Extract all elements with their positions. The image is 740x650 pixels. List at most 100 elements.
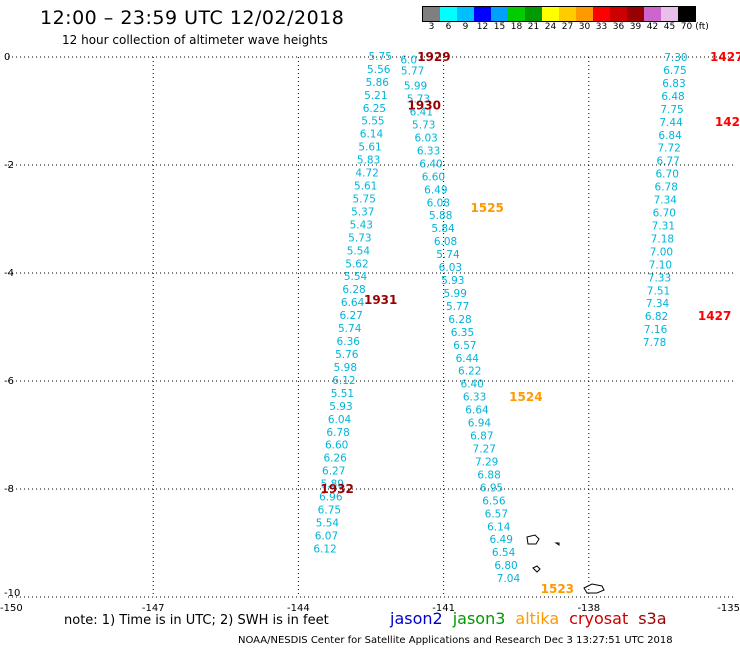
wave-height-label: 6.25 xyxy=(363,103,386,115)
wave-height-label: 6.70 xyxy=(653,208,676,220)
wave-height-label: 7.30 xyxy=(664,52,687,64)
wave-height-label: 7.27 xyxy=(473,444,496,456)
scale-label: 27 xyxy=(561,22,574,32)
wave-height-label: 6.78 xyxy=(326,427,349,439)
wave-height-label: 6.78 xyxy=(655,182,678,194)
time-stamp-label: 1426 xyxy=(715,115,740,129)
time-stamp-label: 1427 xyxy=(710,50,740,64)
wave-height-label: 6.33 xyxy=(417,145,440,157)
wave-height-label: 5.84 xyxy=(431,223,455,235)
wave-height-label: 6.07 xyxy=(315,530,338,542)
wave-height-label: 6.60 xyxy=(422,171,445,183)
wave-height-label: 6.94 xyxy=(468,418,492,430)
wave-height-label: 5.93 xyxy=(329,401,352,413)
time-stamp-label: 1524 xyxy=(509,390,542,404)
wave-height-label: 5.75 xyxy=(353,193,376,205)
time-stamp-label: 1427 xyxy=(698,309,731,323)
x-corner-label-right: -135 xyxy=(717,603,740,614)
scale-label: 70 xyxy=(680,22,693,32)
wave-height-label: 6.04 xyxy=(328,414,352,426)
time-stamp-label: 1929 xyxy=(417,50,450,64)
wave-height-label: 6.33 xyxy=(463,392,486,404)
legend-jason3: jason3 xyxy=(452,609,506,628)
scale-label: 18 xyxy=(510,22,523,32)
wave-height-label: 7.72 xyxy=(657,143,680,155)
x-tick-label: -138 xyxy=(577,603,600,614)
y-tick-label: -8 xyxy=(4,484,14,495)
wave-height-label: 5.73 xyxy=(348,232,371,244)
note-text: note: 1) Time is in UTC; 2) SWH is in fe… xyxy=(64,613,329,628)
island-shape xyxy=(583,583,605,594)
scale-label: 42 xyxy=(646,22,659,32)
wave-height-label: 6.87 xyxy=(470,431,493,443)
scale-swatch xyxy=(542,7,559,21)
footer-credit: NOAA/NESDIS Center for Satellite Applica… xyxy=(238,635,673,646)
wave-height-label: 6.28 xyxy=(448,314,471,326)
scale-swatch xyxy=(576,7,593,21)
wave-height-label: 5.86 xyxy=(366,77,390,89)
y-tick-label: -6 xyxy=(4,376,14,387)
wave-height-label: 5.75 xyxy=(369,51,392,63)
wave-height-label: 5.37 xyxy=(351,206,374,218)
wave-height-label: 7.78 xyxy=(643,337,666,349)
wave-height-label: 5.61 xyxy=(354,181,377,193)
scale-label: 9 xyxy=(462,22,469,32)
wave-height-label: 5.98 xyxy=(334,362,357,374)
wave-height-label: 6.54 xyxy=(492,547,516,559)
x-corner-label-left: -150 xyxy=(0,603,23,614)
y-tick-label: -4 xyxy=(4,268,14,279)
scale-label: 39 xyxy=(629,22,642,32)
legend-cryosat: cryosat xyxy=(569,609,629,628)
wave-height-label: 6.64 xyxy=(341,297,365,309)
wave-height-label: 5.51 xyxy=(331,388,354,400)
wave-height-label: 6.14 xyxy=(360,129,384,141)
scale-label: 12 xyxy=(476,22,489,32)
scale-label: 6 xyxy=(445,22,452,32)
x-tick-label: -141 xyxy=(432,603,455,614)
wave-height-label: 7.51 xyxy=(647,285,670,297)
wave-height-label: 5.77 xyxy=(446,301,469,313)
scale-swatch xyxy=(457,7,474,21)
scale-swatch xyxy=(440,7,457,21)
scale-label: 33 xyxy=(595,22,608,32)
wave-height-label: 6.70 xyxy=(656,169,679,181)
wave-height-label: 6.40 xyxy=(460,379,483,391)
scale-swatch xyxy=(627,7,644,21)
scale-swatch xyxy=(559,7,576,21)
wave-height-label: 7.00 xyxy=(650,246,673,258)
wave-height-label: 5.77 xyxy=(401,66,424,78)
wave-height-label: 6.82 xyxy=(645,311,668,323)
wave-height-label: 5.74 xyxy=(338,323,362,335)
wave-height-label: 6.03 xyxy=(439,262,462,274)
wave-height-label: 6.80 xyxy=(494,560,517,572)
wave-height-label: 6.56 xyxy=(482,495,506,507)
wave-height-label: 6.64 xyxy=(465,405,489,417)
wave-height-label: 6.88 xyxy=(477,469,500,481)
wave-height-label: 5.76 xyxy=(335,349,359,361)
scale-label: 3 xyxy=(428,22,435,32)
legend-jason2: jason2 xyxy=(390,609,443,628)
time-stamp-label: 1932 xyxy=(320,482,353,496)
wave-height-label: 7.31 xyxy=(652,220,675,232)
wave-height-label: 6.41 xyxy=(410,107,433,119)
wave-height-label: 6.44 xyxy=(456,353,480,365)
wave-height-label: 6.48 xyxy=(661,91,684,103)
wave-height-label: 7.44 xyxy=(659,117,683,129)
wave-height-label: 7.75 xyxy=(660,104,683,116)
y-tick-label: 0 xyxy=(4,52,10,63)
wave-height-label: 6.49 xyxy=(490,534,513,546)
scale-label: 36 xyxy=(612,22,625,32)
wave-height-label: 7.34 xyxy=(646,298,670,310)
wave-height-label: 6.12 xyxy=(332,375,355,387)
scale-unit-label: (ft) xyxy=(695,22,709,32)
wave-height-label: 5.73 xyxy=(407,94,430,106)
wave-height-label: 6.12 xyxy=(313,543,336,555)
wave-height-label: 7.16 xyxy=(644,324,668,336)
map-title: 12:00 – 23:59 UTC 12/02/2018 xyxy=(40,7,345,29)
wave-height-label: 6.22 xyxy=(458,366,481,378)
y-tick-label: -10 xyxy=(4,588,20,599)
wave-height-label: 7.10 xyxy=(649,259,672,271)
time-stamp-label: 1931 xyxy=(364,293,397,307)
scale-swatch xyxy=(610,7,627,21)
